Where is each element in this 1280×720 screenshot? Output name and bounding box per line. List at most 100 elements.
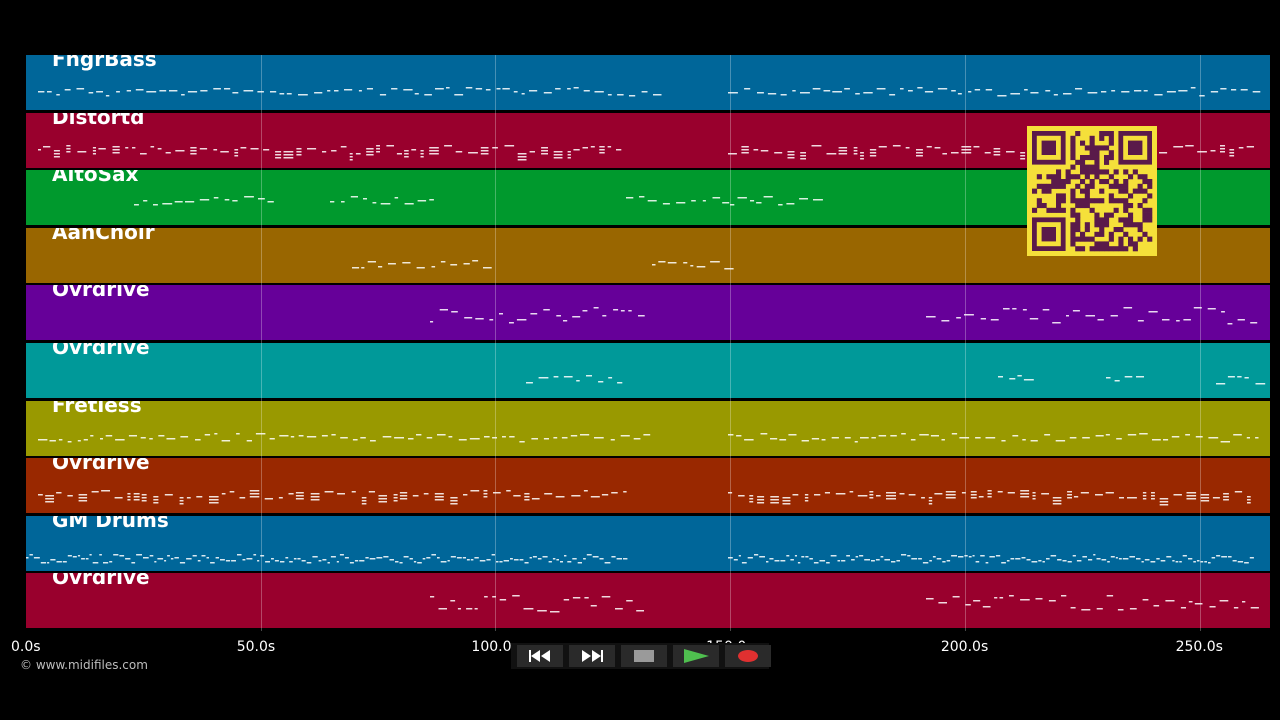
record-button[interactable] xyxy=(725,645,771,667)
note xyxy=(961,146,972,148)
note xyxy=(770,438,778,440)
note xyxy=(265,561,270,563)
note xyxy=(513,495,521,497)
note xyxy=(823,90,831,92)
note xyxy=(519,559,524,561)
note xyxy=(759,556,765,558)
note xyxy=(213,197,219,199)
note xyxy=(394,197,399,199)
note xyxy=(275,151,282,153)
note xyxy=(753,149,759,151)
note xyxy=(844,437,851,439)
note xyxy=(1227,376,1235,378)
fast-forward-button[interactable] xyxy=(569,645,615,667)
play-button[interactable] xyxy=(673,645,719,667)
note xyxy=(984,152,991,154)
note xyxy=(620,435,630,437)
track-9: GM Drums xyxy=(26,516,1270,571)
note xyxy=(529,90,538,92)
note xyxy=(297,558,301,560)
track-notes xyxy=(38,433,1259,443)
note xyxy=(483,493,488,495)
note xyxy=(167,555,170,557)
note xyxy=(1106,377,1111,379)
note xyxy=(479,560,486,562)
note xyxy=(393,500,398,502)
note xyxy=(186,497,191,499)
note xyxy=(683,262,688,264)
note xyxy=(1196,560,1200,562)
stop-button[interactable] xyxy=(621,645,667,667)
note xyxy=(826,562,830,564)
note xyxy=(801,440,809,442)
note xyxy=(531,498,540,500)
note xyxy=(29,554,33,556)
note xyxy=(192,555,197,557)
note xyxy=(274,560,279,562)
note xyxy=(367,261,376,263)
note xyxy=(728,153,737,155)
note xyxy=(1010,558,1015,560)
note xyxy=(604,562,611,564)
note xyxy=(811,438,820,440)
note xyxy=(1085,315,1095,317)
note xyxy=(636,610,644,612)
note xyxy=(800,92,810,94)
note xyxy=(56,492,62,494)
note xyxy=(1123,307,1133,309)
note xyxy=(747,557,753,559)
note xyxy=(45,495,54,497)
note xyxy=(231,560,236,562)
note xyxy=(593,307,599,309)
note xyxy=(997,491,1003,493)
track-notes xyxy=(430,307,1258,325)
note xyxy=(892,145,901,147)
note xyxy=(240,147,247,149)
note xyxy=(690,265,694,267)
rewind-button[interactable] xyxy=(517,645,563,667)
note xyxy=(463,263,470,265)
note xyxy=(875,559,880,561)
note xyxy=(409,558,413,560)
note xyxy=(430,596,435,598)
note xyxy=(162,203,173,205)
note xyxy=(100,438,103,440)
note xyxy=(83,439,88,441)
note xyxy=(153,496,159,498)
note xyxy=(496,561,499,563)
note xyxy=(676,202,686,204)
note xyxy=(354,560,359,562)
note xyxy=(1151,498,1155,500)
note xyxy=(869,491,874,493)
note xyxy=(1139,433,1148,435)
note xyxy=(1250,322,1258,324)
note xyxy=(457,608,461,610)
note xyxy=(860,155,864,157)
note xyxy=(1166,556,1172,558)
note xyxy=(583,90,590,92)
note xyxy=(204,434,211,436)
note xyxy=(77,440,81,442)
note xyxy=(890,435,897,437)
note xyxy=(275,157,282,159)
note xyxy=(941,439,945,441)
note xyxy=(337,493,345,495)
note xyxy=(769,558,774,560)
note xyxy=(393,494,398,496)
note xyxy=(787,151,795,153)
note xyxy=(782,503,791,505)
note xyxy=(623,558,628,560)
note xyxy=(790,559,794,561)
note xyxy=(395,561,399,563)
note xyxy=(420,153,424,155)
note xyxy=(998,376,1003,378)
note xyxy=(209,496,219,498)
note xyxy=(50,559,56,561)
note xyxy=(1212,497,1220,499)
note xyxy=(710,261,720,263)
note xyxy=(40,562,47,564)
note xyxy=(1247,502,1251,504)
note xyxy=(738,495,745,497)
note xyxy=(999,597,1004,599)
note xyxy=(430,321,434,323)
